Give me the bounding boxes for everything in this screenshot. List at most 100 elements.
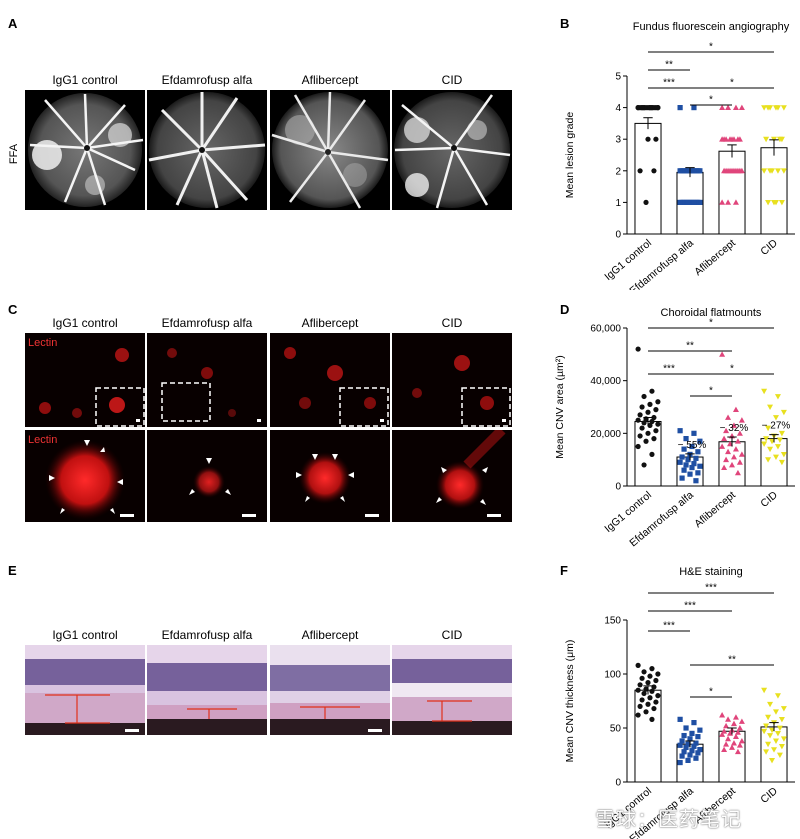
data-point — [771, 200, 777, 206]
data-point — [635, 687, 641, 693]
data-point — [681, 446, 687, 452]
data-point — [691, 105, 697, 111]
data-point — [651, 168, 657, 174]
data-point — [732, 714, 739, 720]
data-point — [761, 168, 768, 174]
chart-d: Choroidal flatmounts 0 20,000 40,000 60,000 M… — [554, 307, 795, 549]
data-point — [635, 712, 641, 718]
data-point — [693, 755, 699, 761]
data-point — [732, 104, 739, 110]
data-point — [761, 687, 768, 694]
data-point — [697, 438, 703, 444]
data-point — [732, 406, 739, 413]
panel-b-letter: B — [560, 16, 570, 31]
category-label: Aflibercept — [692, 237, 738, 278]
data-point — [738, 451, 745, 457]
y-tick-label: 0 — [615, 482, 621, 493]
data-point — [681, 749, 687, 755]
data-point — [725, 735, 732, 742]
bar — [718, 150, 746, 235]
data-point — [734, 748, 741, 755]
data-point — [697, 747, 703, 753]
data-point — [697, 727, 703, 733]
lectin-zoom-aflibercept — [270, 430, 390, 522]
data-point — [780, 736, 787, 742]
sig-label: * — [709, 687, 713, 698]
data-point — [655, 671, 661, 677]
data-point — [734, 136, 741, 142]
data-point — [763, 136, 770, 143]
data-point — [677, 742, 683, 748]
data-point — [649, 716, 655, 722]
lectin-label: Lectin — [28, 434, 58, 446]
data-point — [651, 414, 657, 421]
data-point — [765, 457, 772, 463]
data-point — [653, 677, 659, 684]
ffa-image-efdamrofusp — [147, 90, 267, 210]
data-point — [734, 438, 741, 444]
panel-c-letter: C — [8, 302, 18, 317]
he-image-cid — [392, 645, 512, 735]
panel-f-letter: F — [560, 563, 568, 578]
sig-label: ** — [686, 341, 694, 352]
data-point — [691, 461, 697, 467]
data-point — [765, 425, 772, 432]
ffa-image-cid — [392, 90, 512, 210]
data-point — [727, 167, 734, 174]
data-point — [639, 425, 645, 431]
data-points — [719, 104, 745, 205]
data-point — [774, 394, 781, 400]
data-point — [639, 675, 645, 681]
data-point — [765, 105, 772, 111]
data-point — [765, 200, 772, 206]
he-image-efdamrofusp — [147, 645, 267, 735]
data-point — [778, 430, 785, 437]
panel-e-col-label: Efdamrofusp alfa — [161, 628, 253, 642]
data-point — [641, 420, 647, 426]
data-point — [641, 393, 647, 400]
data-point — [732, 199, 739, 205]
sig-label: *** — [684, 601, 696, 612]
data-point — [687, 736, 693, 742]
y-tick-label: 1 — [615, 198, 621, 209]
data-point — [772, 738, 779, 744]
data-point — [649, 666, 655, 672]
category-label: CID — [758, 237, 780, 258]
y-axis-label: Mean lesion grade — [564, 112, 576, 199]
data-point — [776, 752, 783, 758]
data-point — [695, 750, 701, 756]
data-point — [719, 104, 726, 110]
data-points — [677, 716, 703, 766]
panel-e-col-label: CID — [441, 628, 463, 642]
data-point — [725, 716, 732, 722]
data-point — [721, 464, 728, 470]
data-point — [725, 104, 732, 110]
data-point — [653, 136, 659, 142]
data-point — [691, 199, 697, 205]
data-point — [635, 105, 641, 111]
data-point — [765, 714, 772, 721]
percent-annotation: − 32% — [720, 423, 749, 434]
data-point — [765, 741, 772, 748]
category-label: CID — [758, 489, 780, 510]
data-point — [647, 695, 653, 701]
data-point — [679, 738, 685, 744]
data-point — [730, 422, 737, 428]
data-point — [689, 730, 695, 736]
data-point — [721, 167, 728, 174]
data-point — [635, 346, 641, 352]
lectin-overview-igg1: Lectin — [25, 333, 145, 427]
y-axis-label: Mean CNV area (µm²) — [554, 355, 566, 459]
data-point — [730, 740, 737, 746]
data-point — [776, 725, 783, 731]
data-point — [719, 731, 726, 737]
data-point — [767, 404, 774, 410]
data-point — [685, 457, 691, 463]
data-point — [780, 168, 787, 174]
data-point — [679, 753, 685, 759]
data-point — [730, 454, 737, 460]
data-point — [729, 461, 735, 468]
data-point — [780, 409, 787, 416]
panel-a-col-label: Aflibercept — [301, 73, 359, 87]
sig-label: *** — [663, 364, 675, 375]
